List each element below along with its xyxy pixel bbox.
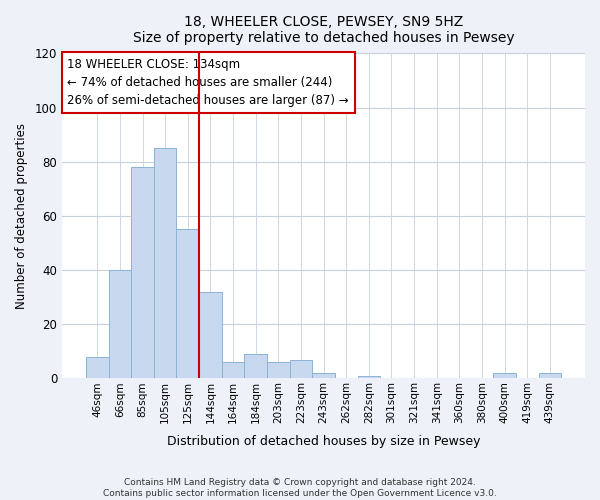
Bar	[312, 373, 335, 378]
Bar	[267, 362, 290, 378]
Text: 18 WHEELER CLOSE: 134sqm
← 74% of detached houses are smaller (244)
26% of semi-: 18 WHEELER CLOSE: 134sqm ← 74% of detach…	[67, 58, 349, 107]
Bar	[244, 354, 267, 378]
Bar	[358, 376, 380, 378]
Bar	[199, 292, 222, 378]
Text: Contains HM Land Registry data © Crown copyright and database right 2024.
Contai: Contains HM Land Registry data © Crown c…	[103, 478, 497, 498]
Bar	[109, 270, 131, 378]
Bar	[493, 373, 516, 378]
Bar	[131, 167, 154, 378]
Y-axis label: Number of detached properties: Number of detached properties	[15, 123, 28, 309]
Title: 18, WHEELER CLOSE, PEWSEY, SN9 5HZ
Size of property relative to detached houses : 18, WHEELER CLOSE, PEWSEY, SN9 5HZ Size …	[133, 15, 514, 45]
Bar	[176, 230, 199, 378]
Bar	[539, 373, 561, 378]
Bar	[86, 357, 109, 378]
X-axis label: Distribution of detached houses by size in Pewsey: Distribution of detached houses by size …	[167, 434, 481, 448]
Bar	[222, 362, 244, 378]
Bar	[154, 148, 176, 378]
Bar	[290, 360, 312, 378]
